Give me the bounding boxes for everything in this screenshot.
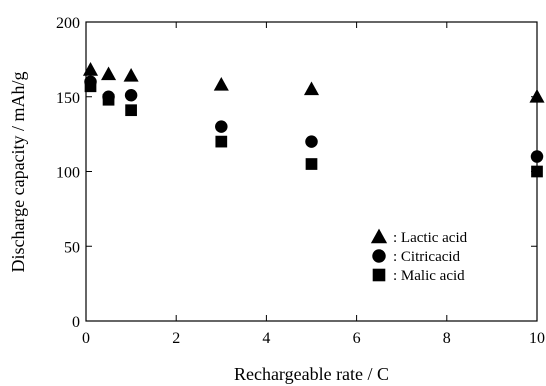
circle-marker-2	[124, 89, 138, 102]
triangle-marker-1	[213, 76, 229, 91]
x-axis-label: Rechargeable rate / C	[234, 364, 389, 384]
axis-ticks	[85, 21, 538, 322]
x-tick-label: 8	[443, 330, 451, 347]
circle-marker-2	[530, 150, 544, 163]
y-axis-label: Discharge capacity / mAh/g	[8, 71, 28, 272]
square-marker-3	[215, 135, 228, 148]
y-tick-label: 100	[56, 165, 80, 182]
triangle-marker-1	[123, 68, 139, 82]
triangle-marker-1	[82, 62, 99, 76]
x-tick-label: 2	[172, 330, 180, 347]
triangle-marker-1	[303, 81, 320, 96]
y-tick-label: 150	[56, 90, 80, 107]
y-tick-label: 200	[56, 15, 80, 32]
x-tick-label: 10	[529, 330, 545, 347]
triangle-marker-1	[101, 66, 117, 81]
x-tick-label: 0	[82, 330, 90, 347]
legend-label: : Citricacid	[393, 249, 461, 265]
legend-circle-icon	[372, 249, 386, 263]
square-marker-3	[305, 158, 318, 170]
circle-marker-2	[215, 120, 228, 133]
square-marker-3	[102, 93, 115, 106]
legend: : Lactic acid : Citricacid : Malic acid	[370, 228, 468, 284]
y-tick-label: 0	[72, 314, 80, 331]
legend-square-icon	[372, 268, 386, 282]
plot-frame	[85, 21, 538, 322]
legend-label: : Lactic acid	[393, 230, 468, 246]
triangle-marker-1	[529, 88, 545, 103]
circle-marker-2	[305, 135, 318, 148]
y-tick-label: 50	[64, 239, 80, 256]
legend-label: : Malic acid	[393, 268, 465, 284]
square-marker-3	[84, 80, 97, 93]
square-marker-3	[531, 165, 543, 178]
x-tick-label: 6	[353, 330, 361, 347]
legend-triangle-icon	[370, 228, 388, 244]
x-tick-label: 4	[262, 330, 270, 347]
data-markers	[82, 62, 545, 178]
square-marker-3	[125, 104, 137, 117]
